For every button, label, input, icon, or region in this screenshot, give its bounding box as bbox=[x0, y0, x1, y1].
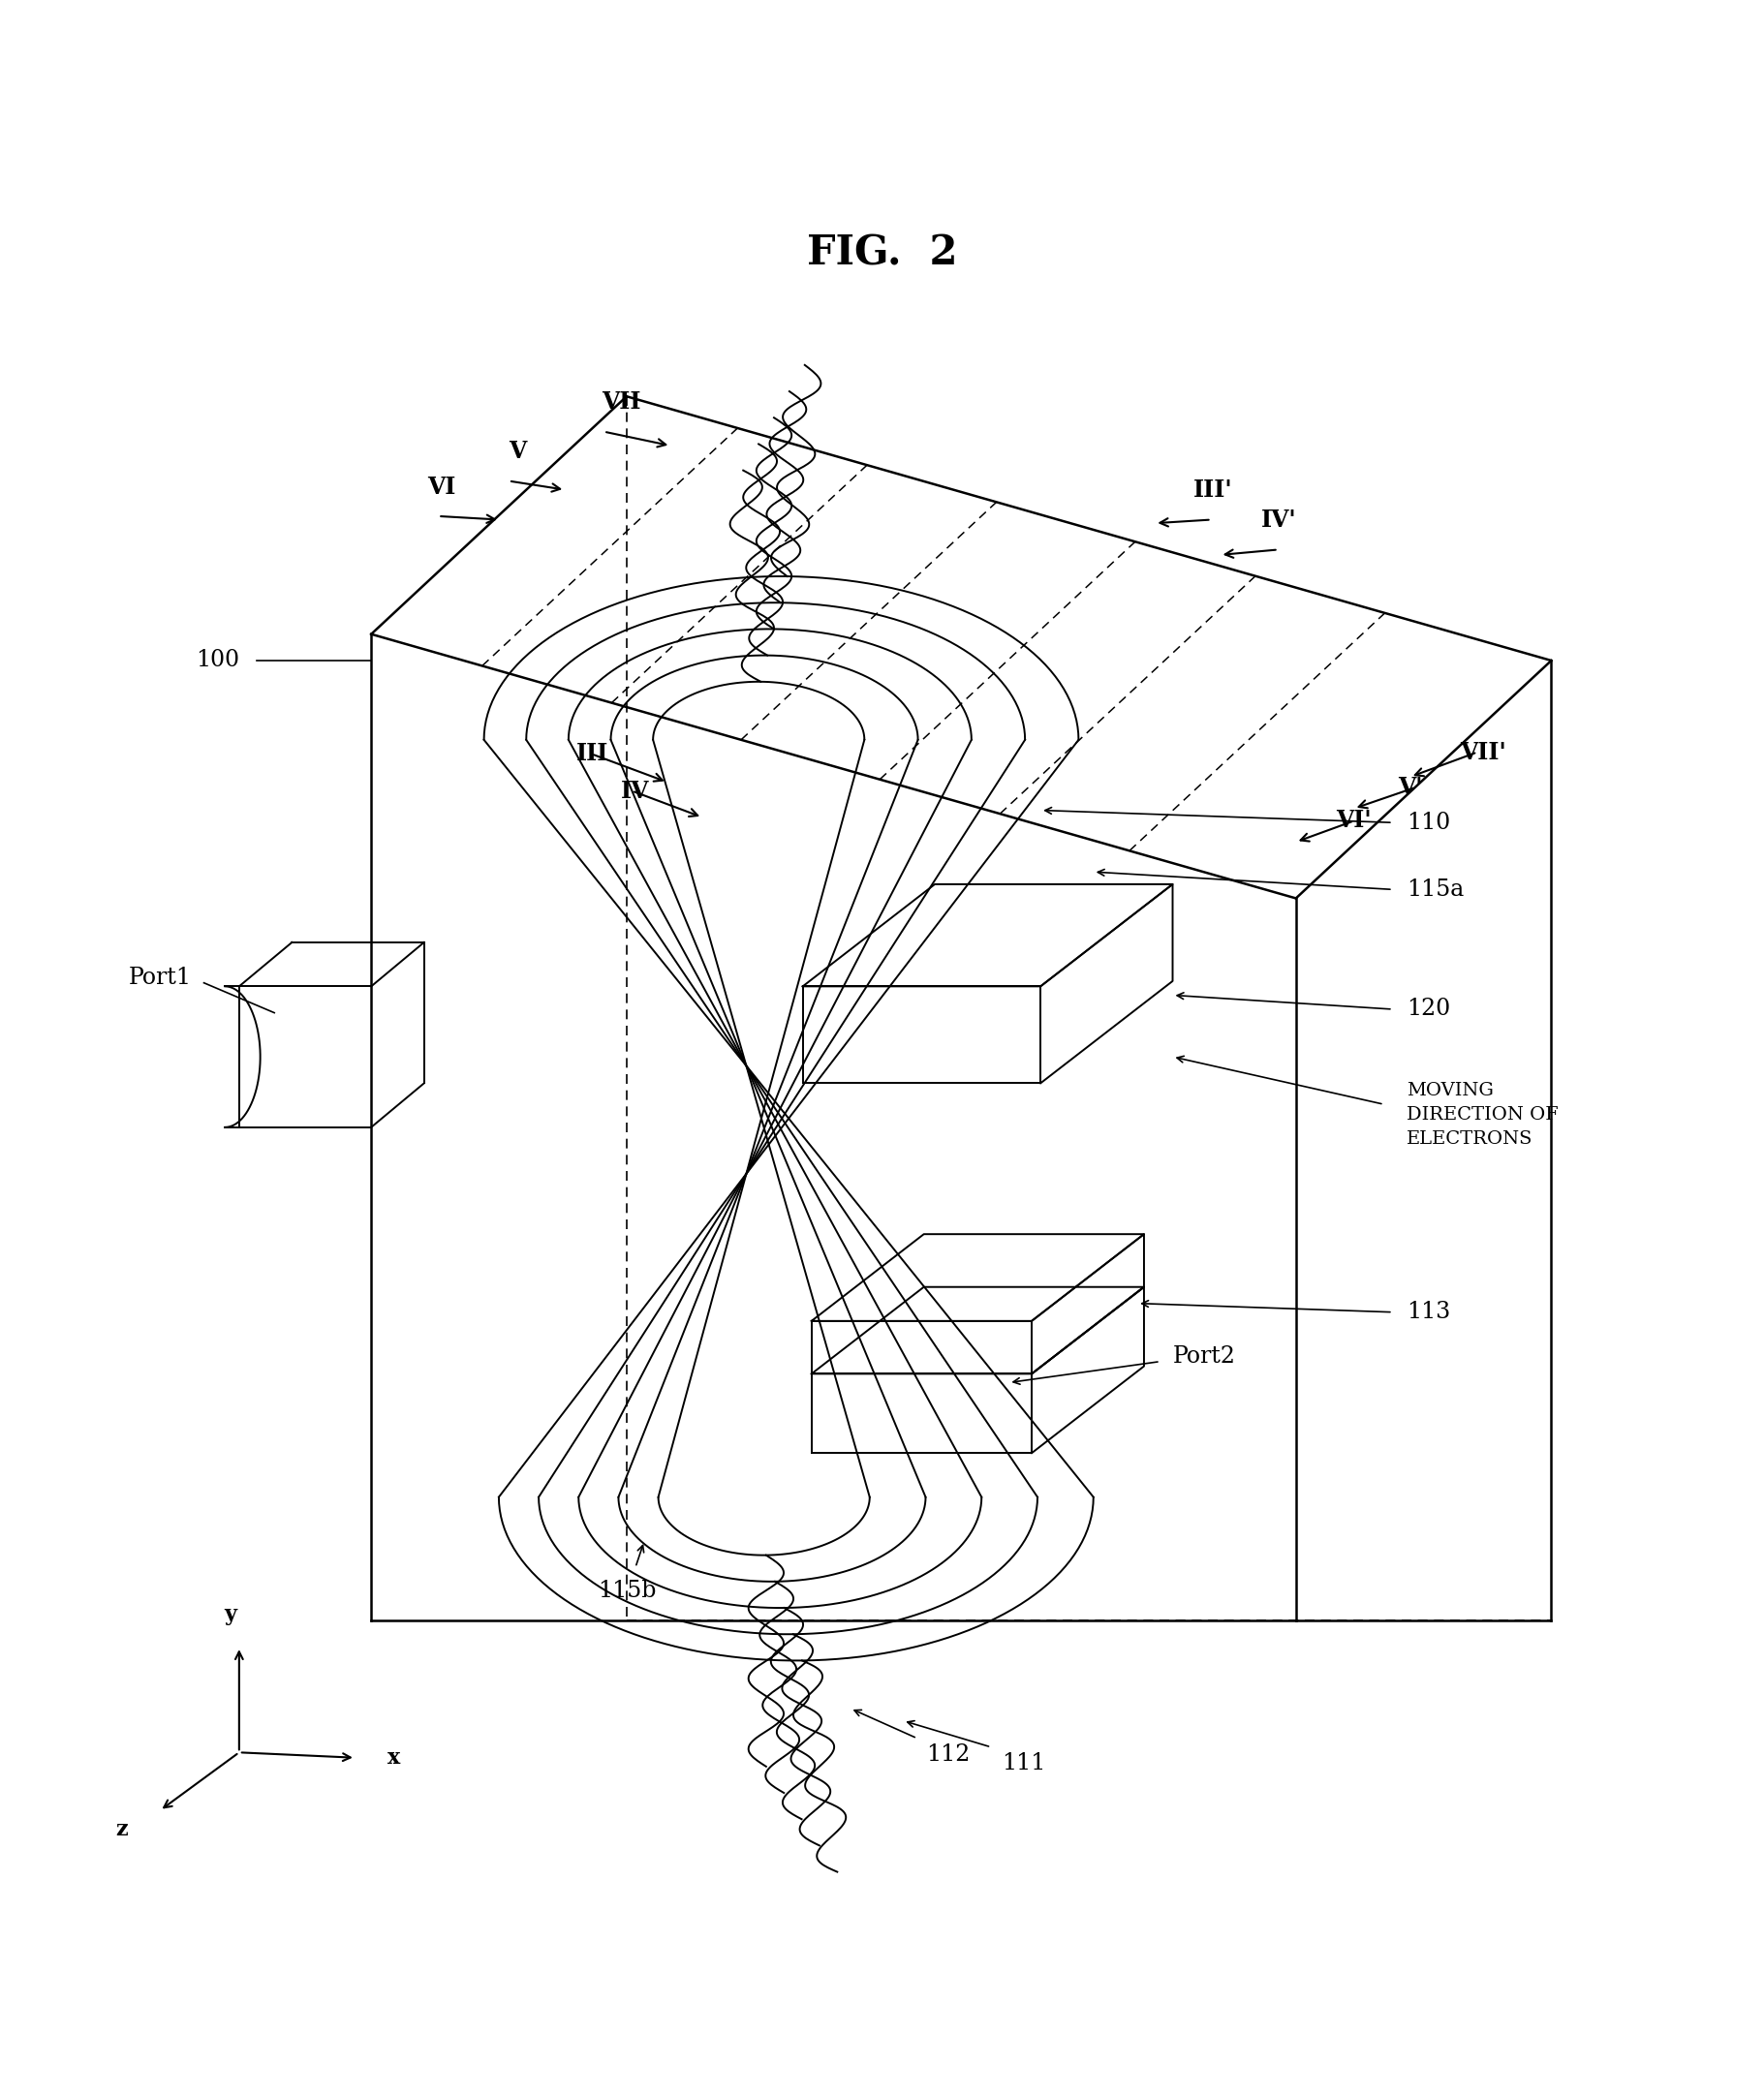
Text: 115b: 115b bbox=[598, 1580, 656, 1601]
Text: V': V' bbox=[1399, 776, 1424, 799]
Text: III: III bbox=[577, 742, 609, 765]
Text: IV: IV bbox=[621, 780, 649, 803]
Text: MOVING
DIRECTION OF
ELECTRONS: MOVING DIRECTION OF ELECTRONS bbox=[1408, 1082, 1559, 1149]
Text: VII: VII bbox=[602, 390, 640, 415]
Text: III': III' bbox=[1194, 478, 1233, 503]
Text: Port2: Port2 bbox=[1173, 1346, 1235, 1367]
Text: 112: 112 bbox=[926, 1744, 970, 1767]
Text: FIG.  2: FIG. 2 bbox=[806, 233, 958, 272]
Text: VI: VI bbox=[427, 476, 455, 499]
Text: Port1: Port1 bbox=[129, 966, 192, 989]
Text: 111: 111 bbox=[1002, 1752, 1046, 1775]
Text: z: z bbox=[116, 1819, 129, 1840]
Text: y: y bbox=[224, 1603, 236, 1626]
Text: VII': VII' bbox=[1459, 740, 1506, 763]
Text: 100: 100 bbox=[196, 650, 240, 671]
Text: 115a: 115a bbox=[1408, 878, 1464, 901]
Text: IV': IV' bbox=[1261, 509, 1297, 532]
Text: 120: 120 bbox=[1408, 998, 1450, 1021]
Text: x: x bbox=[386, 1748, 400, 1769]
Text: VI': VI' bbox=[1337, 809, 1372, 832]
Text: 113: 113 bbox=[1408, 1302, 1450, 1323]
Text: 110: 110 bbox=[1408, 811, 1450, 834]
Text: V: V bbox=[508, 440, 526, 463]
